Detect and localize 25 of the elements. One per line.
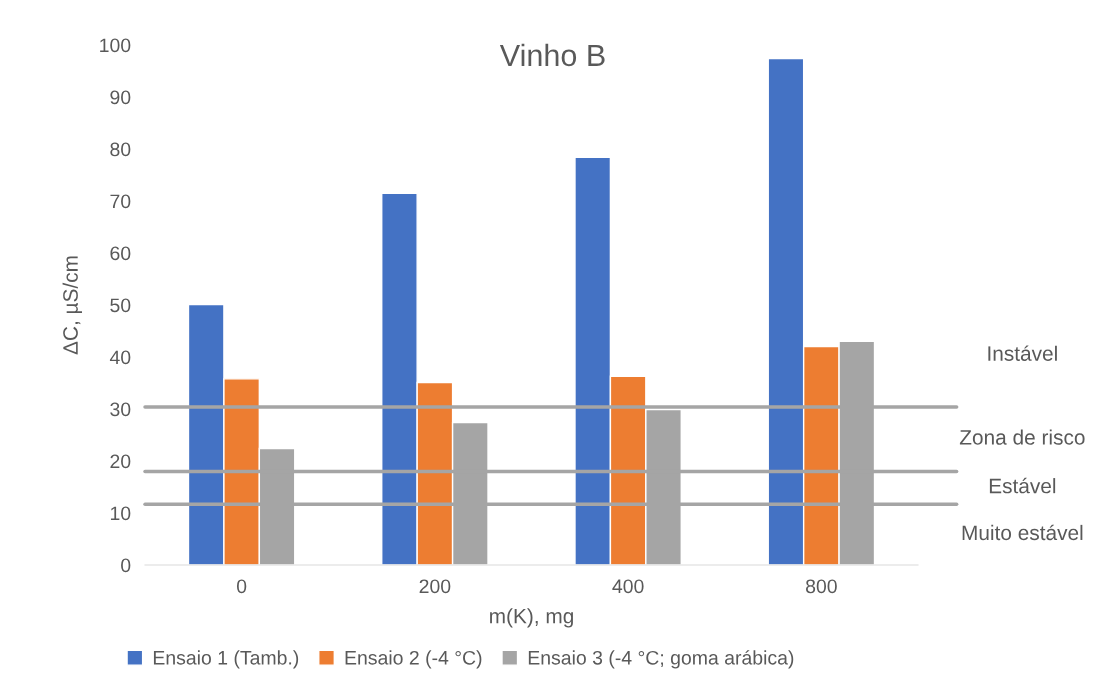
y-tick-label: 50	[110, 298, 131, 313]
text: Zona de risco	[959, 429, 1085, 445]
y-tick-label: 80	[110, 142, 131, 157]
text: Instável	[988, 345, 1057, 361]
y-tick-label: 90	[110, 90, 131, 105]
x-tick-label: 0	[236, 579, 247, 594]
y-tick-label: 60	[110, 246, 131, 261]
y-tick-label: 40	[109, 350, 131, 365]
y-tick-label: 30	[110, 402, 131, 417]
y-axis-title: ΔC, µS/cm	[62, 256, 83, 355]
chart-title: Vinho B	[499, 43, 605, 67]
y-tick-label: 100	[100, 38, 131, 53]
y-tick-label: 10	[110, 506, 131, 521]
y-tick-label: 20	[110, 454, 131, 469]
y-tick-label: 0	[121, 558, 131, 573]
x-tick-label: 400	[612, 579, 644, 594]
text: Muito estável	[962, 524, 1083, 541]
legend-label: Ensaio 1 (Tamb.)	[153, 650, 299, 669]
x-tick-label: 200	[419, 579, 451, 594]
text: Estável	[989, 477, 1056, 494]
y-tick-label: 70	[110, 194, 131, 209]
x-axis-title: m(K), mg	[490, 608, 573, 628]
x-tick-label: 800	[806, 579, 837, 594]
legend-label: Ensaio 3 (-4 °C; goma arábica)	[528, 650, 794, 669]
legend-label: Ensaio 2 (-4 °C)	[345, 650, 482, 669]
